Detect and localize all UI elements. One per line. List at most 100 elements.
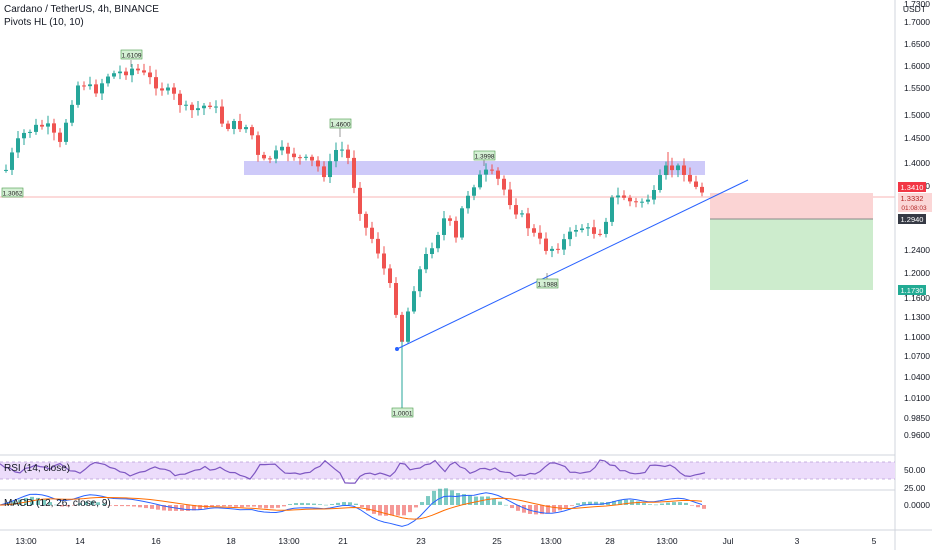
candle[interactable] bbox=[580, 228, 584, 231]
candle[interactable] bbox=[334, 149, 338, 162]
macd-line[interactable] bbox=[0, 492, 703, 527]
candle[interactable] bbox=[148, 72, 152, 78]
rsi-line[interactable] bbox=[0, 459, 706, 484]
candle[interactable] bbox=[22, 132, 26, 139]
candle[interactable] bbox=[40, 124, 44, 127]
candle[interactable] bbox=[430, 248, 434, 254]
candle[interactable] bbox=[496, 170, 500, 179]
candle[interactable] bbox=[364, 213, 368, 228]
candle[interactable] bbox=[130, 68, 134, 76]
candle[interactable] bbox=[376, 238, 380, 254]
candle[interactable] bbox=[226, 123, 230, 129]
candle[interactable] bbox=[316, 160, 320, 167]
candle[interactable] bbox=[178, 93, 182, 106]
candle[interactable] bbox=[4, 169, 8, 171]
candle[interactable] bbox=[586, 227, 590, 229]
take-profit-zone[interactable] bbox=[710, 219, 873, 290]
candle[interactable] bbox=[352, 157, 356, 188]
candle[interactable] bbox=[382, 253, 386, 269]
candle[interactable] bbox=[232, 120, 236, 129]
candle[interactable] bbox=[358, 187, 362, 214]
candle[interactable] bbox=[388, 268, 392, 284]
candle[interactable] bbox=[16, 138, 20, 153]
rsi-legend[interactable]: RSI (14, close) bbox=[4, 463, 70, 474]
candle[interactable] bbox=[124, 71, 128, 76]
candle[interactable] bbox=[82, 85, 86, 87]
candle[interactable] bbox=[88, 84, 92, 87]
candle[interactable] bbox=[628, 197, 632, 202]
candle[interactable] bbox=[244, 127, 248, 130]
candle[interactable] bbox=[406, 311, 410, 342]
candle[interactable] bbox=[688, 174, 692, 182]
candle[interactable] bbox=[202, 105, 206, 109]
time-axis[interactable]: 13:00 14 16 18 13:00 21 23 25 13:00 28 13:00 Jul 3 5 bbox=[15, 536, 876, 546]
candle[interactable] bbox=[340, 149, 344, 151]
candle[interactable] bbox=[610, 197, 614, 222]
candle[interactable] bbox=[58, 132, 62, 142]
candle[interactable] bbox=[46, 123, 50, 127]
candle[interactable] bbox=[100, 83, 104, 94]
candle[interactable] bbox=[238, 120, 242, 130]
candle[interactable] bbox=[304, 156, 308, 158]
trendline-handle[interactable] bbox=[395, 347, 399, 351]
candle[interactable] bbox=[214, 106, 218, 108]
candle[interactable] bbox=[658, 175, 662, 191]
candle[interactable] bbox=[664, 165, 668, 176]
candle[interactable] bbox=[544, 238, 548, 251]
candle[interactable] bbox=[280, 146, 284, 151]
indicator-legend[interactable]: Pivots HL (10, 10) bbox=[4, 17, 84, 28]
candle[interactable] bbox=[154, 77, 158, 89]
candle[interactable] bbox=[112, 73, 116, 77]
candle[interactable] bbox=[460, 208, 464, 238]
candle[interactable] bbox=[208, 105, 212, 107]
candle[interactable] bbox=[64, 122, 68, 142]
candle[interactable] bbox=[220, 106, 224, 124]
candle[interactable] bbox=[640, 201, 644, 203]
candle[interactable] bbox=[256, 135, 260, 155]
candle[interactable] bbox=[166, 87, 170, 91]
candle[interactable] bbox=[676, 165, 680, 171]
candle[interactable] bbox=[76, 85, 80, 105]
candle[interactable] bbox=[466, 195, 470, 209]
candle[interactable] bbox=[634, 201, 638, 203]
candle[interactable] bbox=[532, 228, 536, 233]
candle[interactable] bbox=[196, 108, 200, 111]
candle[interactable] bbox=[508, 189, 512, 206]
candle[interactable] bbox=[502, 178, 506, 190]
candle[interactable] bbox=[442, 218, 446, 235]
candle[interactable] bbox=[298, 157, 302, 159]
candle[interactable] bbox=[28, 131, 32, 133]
candle[interactable] bbox=[652, 190, 656, 200]
candle[interactable] bbox=[454, 220, 458, 238]
candle[interactable] bbox=[682, 165, 686, 175]
candle[interactable] bbox=[448, 218, 452, 221]
candle[interactable] bbox=[136, 68, 140, 71]
candle[interactable] bbox=[436, 234, 440, 249]
candle[interactable] bbox=[190, 104, 194, 111]
candle[interactable] bbox=[52, 123, 56, 133]
candle[interactable] bbox=[184, 104, 188, 106]
candle[interactable] bbox=[70, 104, 74, 123]
candle[interactable] bbox=[370, 227, 374, 239]
candle[interactable] bbox=[412, 291, 416, 312]
candle[interactable] bbox=[670, 165, 674, 171]
candle[interactable] bbox=[286, 146, 290, 154]
candle[interactable] bbox=[262, 154, 266, 159]
candle[interactable] bbox=[592, 227, 596, 234]
signal-line[interactable] bbox=[0, 496, 703, 520]
candle[interactable] bbox=[520, 213, 524, 215]
candle[interactable] bbox=[616, 195, 620, 198]
candle[interactable] bbox=[118, 71, 122, 74]
candle[interactable] bbox=[310, 156, 314, 161]
candle[interactable] bbox=[394, 283, 398, 315]
candle[interactable] bbox=[490, 169, 494, 171]
candle[interactable] bbox=[250, 127, 254, 136]
candle[interactable] bbox=[292, 153, 296, 158]
candle[interactable] bbox=[526, 213, 530, 229]
trendline[interactable] bbox=[396, 179, 749, 350]
candle[interactable] bbox=[574, 230, 578, 232]
candle[interactable] bbox=[424, 253, 428, 270]
candlestick-series[interactable] bbox=[4, 63, 704, 410]
candle[interactable] bbox=[274, 150, 278, 159]
candle[interactable] bbox=[322, 166, 326, 178]
